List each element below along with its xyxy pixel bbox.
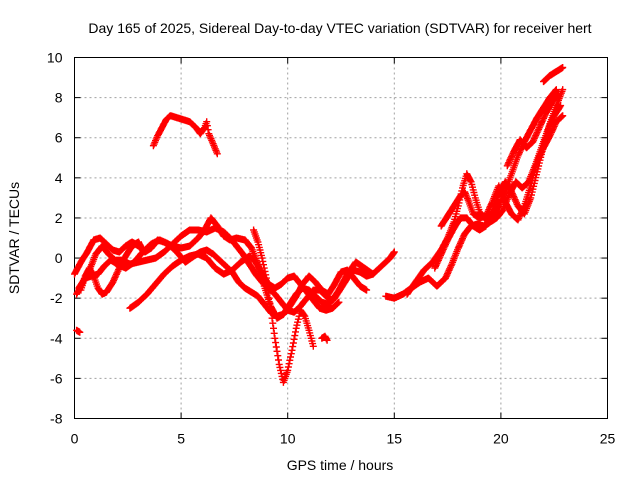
series-s11 (437, 112, 567, 230)
data-markers (73, 326, 331, 344)
series-s6 (250, 226, 317, 386)
y-tick-label: 6 (55, 130, 63, 146)
y-tick-label: -4 (50, 330, 63, 346)
x-tick-label: 10 (280, 431, 296, 447)
y-tick-label: 2 (55, 210, 63, 226)
series-s7 (149, 112, 221, 158)
x-tick-label: 25 (600, 431, 616, 447)
grid (74, 57, 608, 419)
x-tick-labels: 0 5 10 15 20 25 (71, 431, 616, 447)
x-tick-label: 20 (493, 431, 509, 447)
data-markers (77, 238, 147, 298)
data-markers (126, 250, 343, 314)
series-s4 (77, 238, 147, 298)
y-tick-label: 10 (47, 50, 63, 66)
series-s5 (126, 250, 343, 314)
data-markers (437, 112, 567, 230)
y-tick-label: -2 (50, 290, 63, 306)
y-tick-label: 4 (55, 170, 63, 186)
series-s12 (503, 90, 562, 170)
data-markers (250, 226, 317, 386)
x-axis-label: GPS time / hours (287, 457, 394, 473)
data-markers (540, 64, 567, 86)
y-tick-label: 8 (55, 90, 63, 106)
x-tick-label: 0 (71, 431, 79, 447)
axis-ticks (74, 57, 608, 419)
y-tick-label: -6 (50, 370, 63, 386)
x-tick-label: 5 (177, 431, 185, 447)
data-markers (403, 86, 560, 298)
series-s9 (403, 86, 560, 298)
y-tick-label: -8 (50, 411, 63, 427)
plot-frame (74, 57, 608, 419)
data-markers (503, 90, 562, 170)
series-s13 (540, 64, 567, 86)
data-markers (149, 112, 221, 158)
x-tick-label: 15 (387, 431, 403, 447)
chart-title: Day 165 of 2025, Sidereal Day-to-day VTE… (88, 20, 591, 36)
y-tick-labels: -8 -6 -4 -2 0 2 4 6 8 10 (47, 50, 63, 427)
data-points (71, 64, 567, 386)
y-axis-label: SDTVAR / TECUs (6, 182, 22, 294)
series-s14 (73, 326, 331, 344)
y-tick-label: 0 (55, 250, 63, 266)
